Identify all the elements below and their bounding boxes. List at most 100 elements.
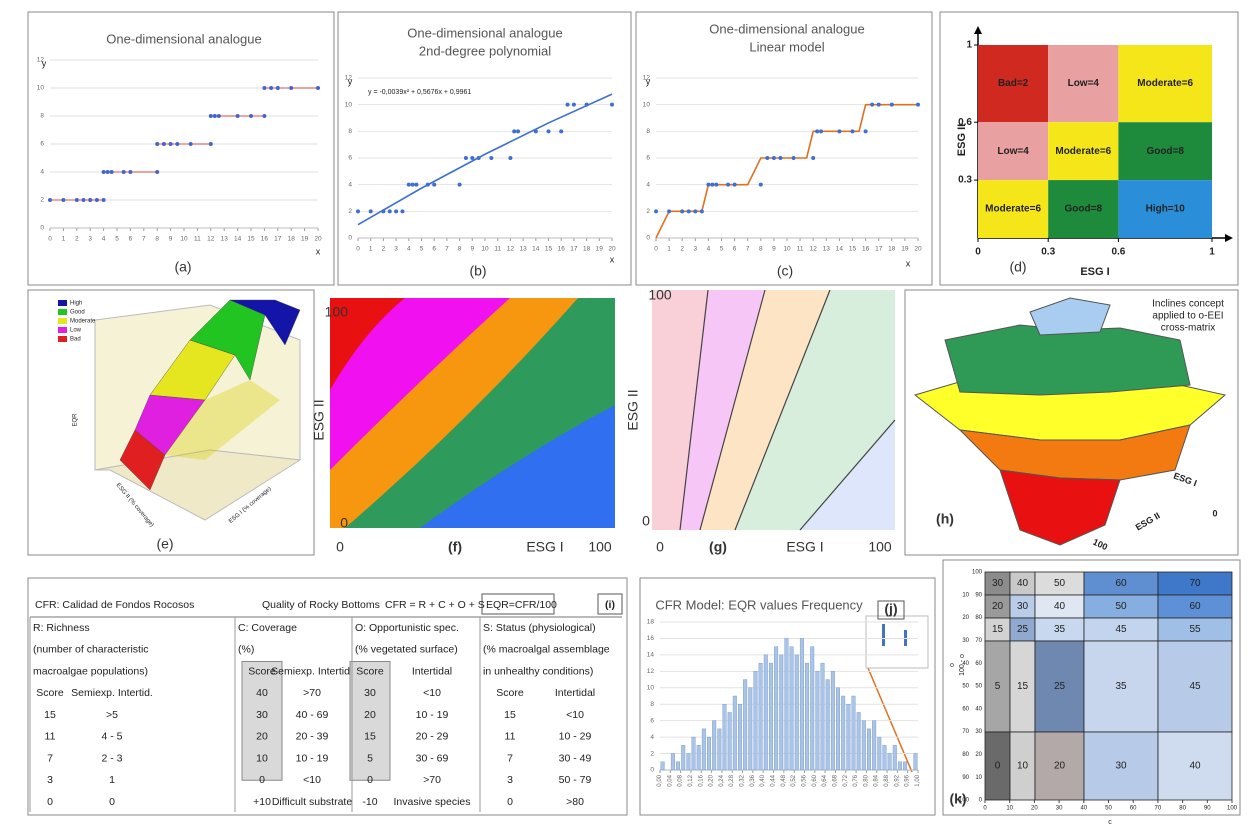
x-tick-label: 2 [680, 246, 684, 253]
bar [800, 638, 804, 770]
column-header: Intertidal [555, 687, 595, 699]
cell: 1 [109, 774, 115, 786]
point [249, 114, 253, 118]
y-tick-label: 4 [40, 169, 44, 176]
point [209, 142, 213, 146]
point [426, 183, 430, 187]
x-tick-label: 9 [772, 246, 776, 253]
x-tick-label: 17 [570, 246, 578, 253]
bar [883, 745, 887, 770]
cell: 4 - 5 [101, 731, 122, 743]
point [811, 156, 815, 160]
y-tick-label: 20 [975, 752, 982, 758]
cell: 20 - 29 [416, 731, 449, 743]
point [189, 142, 193, 146]
y-tick-label: 70 [962, 729, 969, 735]
inset-bar [882, 624, 885, 646]
x-tick-label: 0,12 [688, 774, 694, 786]
x-tick-label: 15 [247, 236, 255, 243]
point [566, 103, 570, 107]
x-tick-label: 0,56 [801, 774, 807, 786]
x-axis-title: x [906, 258, 911, 268]
x-tick-label: 12 [207, 236, 215, 243]
x-tick-label: 8 [458, 246, 462, 253]
column-header: Semiexp. Intertid. [71, 687, 153, 699]
point [388, 209, 392, 213]
bar [759, 663, 763, 770]
y-tick-label: 2 [40, 197, 44, 204]
cell: 20 - 39 [296, 731, 329, 743]
point [572, 103, 576, 107]
bar [723, 704, 727, 770]
cell: >70 [423, 774, 441, 786]
cell: 10 - 29 [559, 731, 592, 743]
x-tick-label: 0,92 [894, 774, 900, 786]
x-tick-label: 0 [356, 246, 360, 253]
x-tick-label: 19 [301, 236, 309, 243]
bar [893, 745, 897, 770]
point [394, 209, 398, 213]
bar [676, 762, 680, 770]
column-note: (% macroalgal assemblage [483, 644, 610, 656]
point [75, 198, 79, 202]
point [508, 156, 512, 160]
x-tick-label: 9 [470, 246, 474, 253]
cell: 2 - 3 [101, 752, 122, 764]
y-tick-label: 1 [966, 40, 972, 51]
y-tick-label: 2 [646, 208, 650, 215]
y-tick-label: 60 [975, 661, 982, 667]
column-header: Score [356, 665, 384, 677]
x-tick-label: 0,84 [874, 774, 880, 786]
y-tick-label: 0.3 [958, 175, 972, 186]
cell-label: Low=4 [1068, 78, 1100, 89]
legend-swatch [58, 318, 67, 324]
point [680, 209, 684, 213]
cell-label: 35 [1054, 624, 1066, 635]
x-tick-label: 0,20 [709, 774, 715, 786]
x-tick-label: 100 [868, 539, 892, 555]
x-tick-label: 14 [234, 236, 242, 243]
point [559, 129, 563, 133]
point [110, 170, 114, 174]
column-heading: R: Richness [33, 622, 90, 634]
bar [862, 721, 866, 770]
bar [810, 647, 814, 770]
y-tick-label: 6 [646, 155, 650, 162]
y-tick-label: 2 [650, 750, 654, 757]
x-tick-label: 0,40 [760, 774, 766, 786]
point [88, 198, 92, 202]
point [477, 156, 481, 160]
column-note: (%) [238, 644, 254, 656]
x-tick-label: 0,08 [678, 774, 684, 786]
y-tick-label: 60 [962, 706, 969, 712]
point [95, 198, 99, 202]
point [102, 198, 106, 202]
cell: 10 - 19 [416, 709, 449, 721]
point [778, 156, 782, 160]
x-tick-label: 2 [382, 246, 386, 253]
bar [841, 696, 845, 770]
point [700, 209, 704, 213]
cell: >5 [106, 709, 118, 721]
y-tick-label: 8 [646, 128, 650, 135]
x-tick-label: 0,68 [832, 774, 838, 786]
cell-label: Moderate=6 [985, 204, 1041, 215]
x-axis-title: x [316, 246, 321, 256]
panel-label: (h) [936, 511, 954, 527]
chart-subtitle: Linear model [749, 39, 824, 54]
y-tick-label: 90 [962, 775, 969, 781]
legend-swatch [58, 336, 67, 342]
bar [867, 729, 871, 770]
cell-label: 30 [1017, 601, 1029, 612]
bar [728, 712, 732, 770]
x-tick-label: 80 [1179, 806, 1186, 812]
cell-label: 25 [1054, 681, 1066, 692]
x-tick-label: 0,52 [791, 774, 797, 786]
cell-label: 55 [1189, 624, 1201, 635]
legend-label: Moderate [70, 319, 96, 325]
column-note: (% vegetated surface) [355, 644, 458, 656]
cell-label: 40 [1017, 578, 1029, 589]
panel-label: (d) [1009, 259, 1026, 275]
cell: Invasive species [393, 796, 470, 808]
bar [847, 704, 851, 770]
